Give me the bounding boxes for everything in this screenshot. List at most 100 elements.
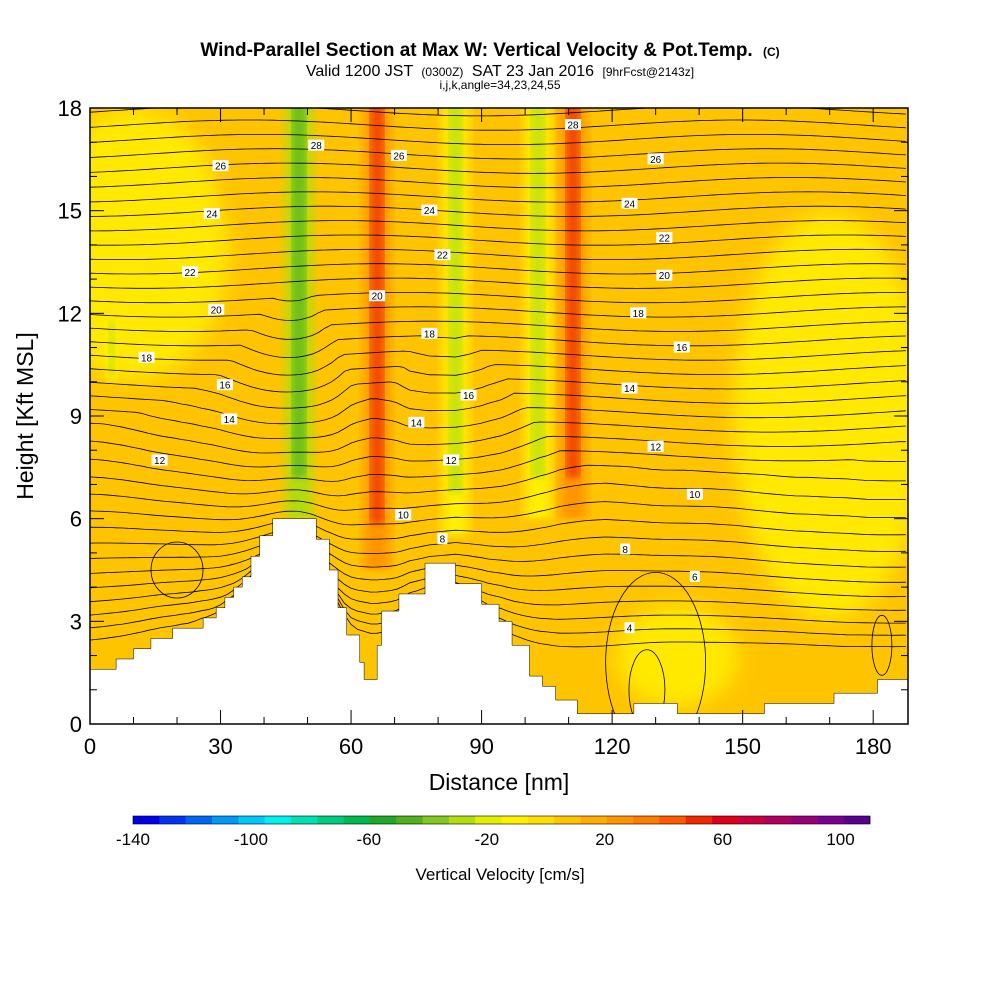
colorbar-cells: [133, 816, 871, 824]
contour-label-bg: [689, 570, 700, 582]
colorbar-cell: [448, 816, 476, 824]
velocity-plume-core: [567, 108, 579, 478]
contour-label: 8: [620, 543, 631, 556]
contour-label-bg: [630, 307, 647, 319]
chart-title-main: Wind-Parallel Section at Max W: Vertical…: [200, 40, 752, 61]
isentrope-line: [90, 533, 906, 568]
contour-label-text: 28: [311, 141, 323, 152]
contour-label-text: 8: [440, 535, 446, 546]
potential-temperature-contours: [90, 94, 906, 724]
contour-label-text: 10: [398, 511, 410, 522]
contour-label-text: 16: [219, 381, 231, 392]
contour-label: 12: [647, 440, 664, 453]
isentrope-line: [90, 292, 906, 304]
chart-title: Wind-Parallel Section at Max W: Vertical…: [200, 40, 779, 61]
contour-label: 24: [621, 197, 638, 210]
isentrope-line: [90, 407, 906, 439]
contour-label: 10: [395, 509, 412, 522]
contour-label-bg: [647, 153, 664, 165]
isentrope-line: [90, 220, 906, 232]
x-tick-label: 30: [208, 734, 232, 759]
x-tick-labels: 0 30 60 90 120 150 180: [84, 734, 892, 759]
colorbar-cell: [159, 816, 186, 824]
colorbar-cell: [264, 816, 292, 824]
colorbar-cell: [396, 816, 423, 824]
y-tick-label: 6: [70, 507, 82, 532]
field-blob: [220, 108, 482, 279]
colorbar-tick-label: -100: [234, 830, 268, 849]
contour-label-bg: [421, 204, 438, 216]
isentrope-line: [90, 378, 906, 409]
isentrope-line: [90, 148, 906, 160]
contour-label: 24: [203, 208, 220, 221]
x-tick-label: 120: [594, 734, 631, 759]
contour-label: 6: [689, 570, 700, 583]
isentrope-line: [90, 435, 906, 468]
x-tick-label: 180: [855, 734, 892, 759]
contour-label: 22: [656, 232, 673, 245]
colorbar-cell: [738, 816, 766, 824]
contour-label-text: 22: [437, 251, 449, 262]
isentrope-line: [90, 94, 906, 101]
contour-label: 18: [138, 351, 155, 364]
isentrope-line: [90, 191, 906, 203]
isentrope-line: [90, 464, 906, 497]
colorbar-cell: [527, 816, 555, 824]
contour-label-bg: [437, 533, 448, 545]
isentrope-line: [90, 335, 906, 358]
contour-label-text: 22: [185, 268, 197, 279]
colorbar-cell: [554, 816, 581, 824]
isentrope-line: [90, 277, 906, 289]
contour-label: 20: [208, 303, 225, 316]
contour-label: 16: [460, 389, 477, 402]
colorbar-cell: [317, 816, 344, 824]
contour-label: 26: [390, 149, 407, 162]
contour-label-bg: [308, 139, 325, 151]
contour-label-bg: [656, 269, 673, 281]
contour-label: 16: [216, 379, 233, 392]
contour-label-text: 20: [372, 292, 384, 303]
contour-label-text: 10: [689, 490, 701, 501]
contour-label-bg: [621, 382, 638, 394]
closed-isentrope: [150, 541, 204, 599]
y-tick-label: 15: [58, 199, 82, 224]
contour-label: 24: [421, 204, 438, 217]
colorbar-cell: [475, 816, 502, 824]
contour-label-text: 24: [624, 199, 636, 210]
y-tick-label: 12: [58, 301, 82, 326]
contour-label-bg: [421, 327, 438, 339]
x-tick-label: 60: [339, 734, 363, 759]
contour-label-bg: [390, 149, 407, 161]
contour-label-text: 28: [567, 121, 579, 132]
contour-label: 12: [151, 454, 168, 467]
chart-header: Wind-Parallel Section at Max W: Vertical…: [200, 40, 779, 92]
terrain: [90, 518, 908, 724]
contour-label: 8: [437, 533, 448, 546]
contour-label-bg: [434, 249, 451, 261]
x-tick-label: 0: [84, 734, 96, 759]
contour-label-bg: [620, 543, 631, 555]
contour-label-bg: [673, 341, 690, 353]
colorbar-cell: [422, 816, 450, 824]
colorbar-cell: [606, 816, 634, 824]
contour-label: 28: [308, 139, 325, 152]
contour-label: 22: [434, 249, 451, 262]
colorbar-frame: [132, 815, 871, 825]
contour-label-text: 12: [154, 456, 166, 467]
contour-label-bg: [221, 413, 238, 425]
contour-label: 22: [182, 266, 199, 279]
colorbar-cell: [843, 816, 871, 824]
contour-label-text: 12: [446, 456, 458, 467]
colorbar-tick-label: 100: [826, 830, 854, 849]
closed-isentrope: [628, 649, 666, 724]
velocity-plume-core: [449, 108, 461, 493]
closed-isentrope: [871, 614, 893, 676]
contour-label-text: 6: [692, 572, 698, 583]
contour-label-text: 14: [411, 418, 423, 429]
contour-label-text: 16: [676, 343, 688, 354]
colorbar-cell: [712, 816, 739, 824]
contour-label: 16: [673, 341, 690, 354]
x-tick-label: 90: [469, 734, 493, 759]
colorbar-cell: [580, 816, 608, 824]
colorbar-cell: [211, 816, 239, 824]
